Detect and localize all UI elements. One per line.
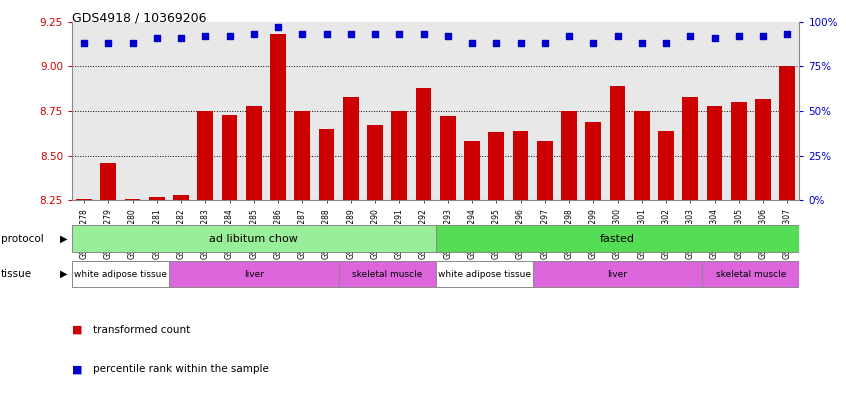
Bar (343, 97, 359, 200)
Text: skeletal muscle: skeletal muscle (716, 270, 786, 279)
Point (295, 31, 309, 37)
Text: tissue: tissue (1, 269, 32, 279)
Point (586, 40, 600, 46)
Bar (72, 261, 169, 287)
Text: fasted: fasted (600, 234, 635, 244)
Point (756, 33, 770, 39)
Point (732, 33, 745, 39)
Point (490, 40, 503, 46)
Text: ■: ■ (72, 364, 82, 375)
Text: ad libitum chow: ad libitum chow (209, 234, 299, 244)
Bar (169, 261, 338, 287)
Bar (755, 99, 771, 200)
Text: protocol: protocol (1, 234, 44, 244)
Point (126, 40, 140, 46)
Bar (513, 131, 529, 200)
Bar (392, 111, 407, 200)
Bar (561, 111, 577, 200)
Bar (294, 111, 310, 200)
Point (77, 40, 91, 46)
Bar (533, 261, 702, 287)
Point (417, 31, 431, 37)
Text: transformed count: transformed count (93, 325, 190, 335)
Point (538, 40, 552, 46)
Point (781, 31, 794, 37)
Bar (537, 141, 552, 200)
Bar (246, 106, 261, 200)
Bar (319, 129, 334, 200)
Bar (634, 111, 650, 200)
Point (635, 40, 649, 46)
Bar (338, 261, 436, 287)
Text: ▶: ▶ (60, 269, 68, 279)
Bar (585, 122, 602, 200)
Text: ■: ■ (72, 325, 82, 335)
Point (150, 35, 163, 41)
Bar (124, 198, 140, 200)
Bar (173, 195, 189, 200)
Bar (706, 106, 722, 200)
Bar (658, 131, 674, 200)
Point (222, 33, 236, 39)
Bar (488, 132, 504, 200)
Text: skeletal muscle: skeletal muscle (352, 270, 422, 279)
Point (465, 40, 479, 46)
Text: percentile rank within the sample: percentile rank within the sample (93, 364, 269, 375)
Point (199, 33, 212, 39)
Bar (415, 88, 431, 200)
Bar (440, 116, 456, 200)
Point (320, 31, 333, 37)
Point (368, 31, 382, 37)
Bar (367, 125, 383, 200)
Text: white adipose tissue: white adipose tissue (437, 270, 530, 279)
Bar (779, 66, 795, 200)
Bar (222, 115, 238, 200)
Point (393, 31, 406, 37)
Point (708, 35, 722, 41)
Point (441, 33, 454, 39)
Point (344, 31, 358, 37)
Bar (72, 226, 436, 252)
Bar (610, 86, 625, 200)
Bar (197, 111, 213, 200)
Text: GDS4918 / 10369206: GDS4918 / 10369206 (72, 12, 206, 25)
Text: liver: liver (607, 270, 628, 279)
Point (684, 33, 697, 39)
Text: white adipose tissue: white adipose tissue (74, 270, 167, 279)
Point (514, 40, 527, 46)
Bar (731, 102, 747, 200)
Bar (436, 261, 533, 287)
Bar (101, 163, 116, 200)
Bar (464, 141, 480, 200)
Point (611, 33, 624, 39)
Point (102, 40, 115, 46)
Point (247, 31, 261, 37)
Point (272, 24, 285, 30)
Bar (149, 197, 165, 200)
Bar (702, 261, 799, 287)
Bar (436, 226, 799, 252)
Bar (683, 97, 698, 200)
Point (563, 33, 576, 39)
Bar (76, 198, 92, 200)
Point (174, 35, 188, 41)
Text: ▶: ▶ (60, 234, 68, 244)
Text: liver: liver (244, 270, 264, 279)
Point (659, 40, 673, 46)
Bar (270, 34, 286, 200)
